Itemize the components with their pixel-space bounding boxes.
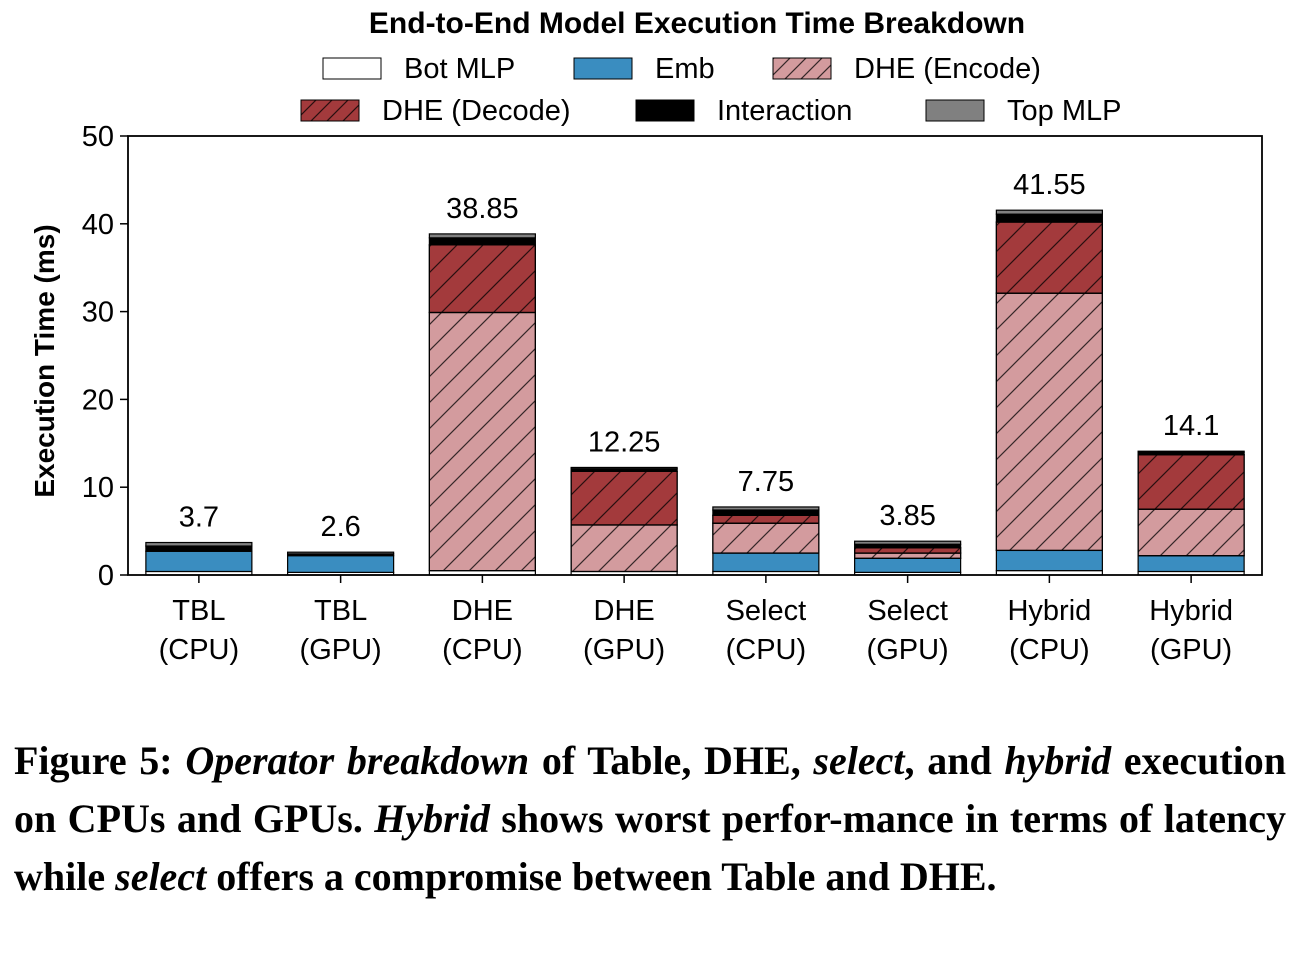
bar-segment-emb-7	[1137, 555, 1245, 573]
axes-frame	[127, 135, 1263, 576]
caption-text-5: offers a compromise between Table and DH…	[206, 854, 997, 899]
caption-text-4: shows worst perfor-mance in terms of lat…	[14, 796, 1286, 899]
legend-label-emb: Emb	[655, 53, 715, 85]
bar-hatch-7-3	[1137, 454, 1245, 510]
x-tick-label: TBL	[314, 595, 367, 627]
bar-hatch-2-3	[428, 244, 536, 314]
x-tick-label: Hybrid	[1007, 595, 1091, 627]
y-tick-label: 40	[82, 209, 114, 241]
bar-total-label: 38.85	[446, 193, 519, 225]
x-tick-label: (CPU)	[159, 634, 240, 666]
bar-total-label: 12.25	[588, 426, 661, 458]
chart-title: End-to-End Model Execution Time Breakdow…	[369, 7, 1025, 40]
figure-caption: Figure 5: Operator breakdown of Table, D…	[14, 732, 1286, 906]
x-tick-label: (CPU)	[726, 634, 807, 666]
bar-segment-top-mlp-2	[428, 233, 536, 239]
bar-total-label: 3.85	[879, 500, 935, 532]
x-tick-label: Select	[726, 595, 807, 627]
x-tick-label: (CPU)	[442, 634, 523, 666]
chart-legend: Bot MLP Emb DHE (Encode) DHE (Decode) Intera…	[300, 53, 1121, 127]
bar-segment-interaction-4	[712, 509, 820, 516]
x-tick-label: Select	[867, 595, 948, 627]
plot-area: 3.7 TBL (CPU) 2.6 TBL (GPU) 38.85 DHE (CPU) 12.25…	[82, 121, 1263, 666]
caption-italic-4: Hybrid	[374, 796, 490, 841]
legend-swatch-interaction	[635, 99, 695, 122]
caption-italic-2: select	[813, 738, 905, 783]
y-tick-label: 50	[82, 121, 114, 153]
bar-segment-top-mlp-4	[712, 506, 820, 511]
caption-text-1: of Table, DHE,	[529, 738, 814, 783]
stacked-bar-chart: End-to-End Model Execution Time Breakdow…	[29, 7, 1263, 666]
bar-segment-emb-0	[145, 550, 253, 573]
bar-hatch-7-2	[1137, 508, 1245, 557]
bar-segment-top-mlp-1	[287, 551, 395, 555]
y-tick-label: 30	[82, 297, 114, 329]
bar-total-label: 14.1	[1163, 410, 1219, 442]
bar-total-label: 41.55	[1013, 169, 1086, 201]
legend-label-bot-mlp: Bot MLP	[404, 53, 515, 85]
legend-label-dhe-encode: DHE (Encode)	[854, 53, 1041, 85]
bar-segment-interaction-6	[995, 213, 1103, 223]
caption-label: Figure 5:	[14, 738, 173, 783]
x-tick-label: TBL	[172, 595, 225, 627]
bar-hatch-4-3	[712, 514, 820, 524]
bar-segment-top-mlp-5	[854, 540, 962, 545]
bar-segment-emb-5	[854, 557, 962, 573]
x-tick-label: (GPU)	[1150, 634, 1232, 666]
y-tick-label: 0	[98, 560, 114, 592]
x-tick-label: (GPU)	[867, 634, 949, 666]
bar-hatch-5-3	[854, 547, 962, 554]
bar-segment-emb-6	[995, 549, 1103, 572]
y-tick-label: 20	[82, 384, 114, 416]
bar-hatch-6-3	[995, 221, 1103, 294]
bar-total-label: 3.7	[179, 502, 219, 534]
bar-hatch-5-2	[854, 552, 962, 559]
bar-segment-top-mlp-3	[570, 466, 678, 470]
caption-italic-1: Operator breakdown	[185, 738, 530, 783]
bar-total-label: 2.6	[320, 511, 360, 543]
legend-label-top-mlp: Top MLP	[1007, 95, 1121, 127]
legend-swatch-emb	[573, 57, 633, 80]
bar-hatch-3-2	[570, 524, 678, 573]
bar-segment-top-mlp-0	[145, 541, 253, 547]
bar-segment-interaction-0	[145, 545, 253, 552]
legend-label-interaction: Interaction	[717, 95, 852, 127]
bar-hatch-6-2	[995, 292, 1103, 552]
x-tick-label: (CPU)	[1009, 634, 1090, 666]
legend-swatch-bot-mlp	[322, 57, 382, 80]
x-tick-label: (GPU)	[583, 634, 665, 666]
bar-total-label: 7.75	[738, 466, 794, 498]
bar-segment-emb-1	[287, 555, 395, 573]
caption-text-2: , and	[904, 738, 1005, 783]
y-tick-label: 10	[82, 472, 114, 504]
legend-swatch-hatch-dhe-decode	[300, 99, 360, 122]
legend-swatch-hatch-dhe-encode	[772, 57, 832, 80]
x-tick-label: Hybrid	[1149, 595, 1233, 627]
legend-label-dhe-decode: DHE (Decode)	[382, 95, 571, 127]
bar-segment-top-mlp-6	[995, 209, 1103, 215]
bar-segment-interaction-2	[428, 237, 536, 246]
caption-text-3: execution on CPUs and GPUs.	[14, 738, 1286, 841]
x-tick-label: DHE	[452, 595, 513, 627]
legend-swatch-top-mlp	[925, 99, 985, 122]
bar-segment-top-mlp-7	[1137, 450, 1245, 453]
y-axis-label: Execution Time (ms)	[29, 224, 60, 497]
caption-italic-3: hybrid	[1004, 738, 1112, 783]
bar-segment-emb-4	[712, 552, 820, 573]
bar-hatch-2-2	[428, 311, 536, 572]
bar-hatch-4-2	[712, 522, 820, 554]
x-tick-label: DHE	[594, 595, 655, 627]
caption-italic-5: select	[115, 854, 207, 899]
bar-hatch-3-3	[570, 470, 678, 526]
x-tick-label: (GPU)	[300, 634, 382, 666]
